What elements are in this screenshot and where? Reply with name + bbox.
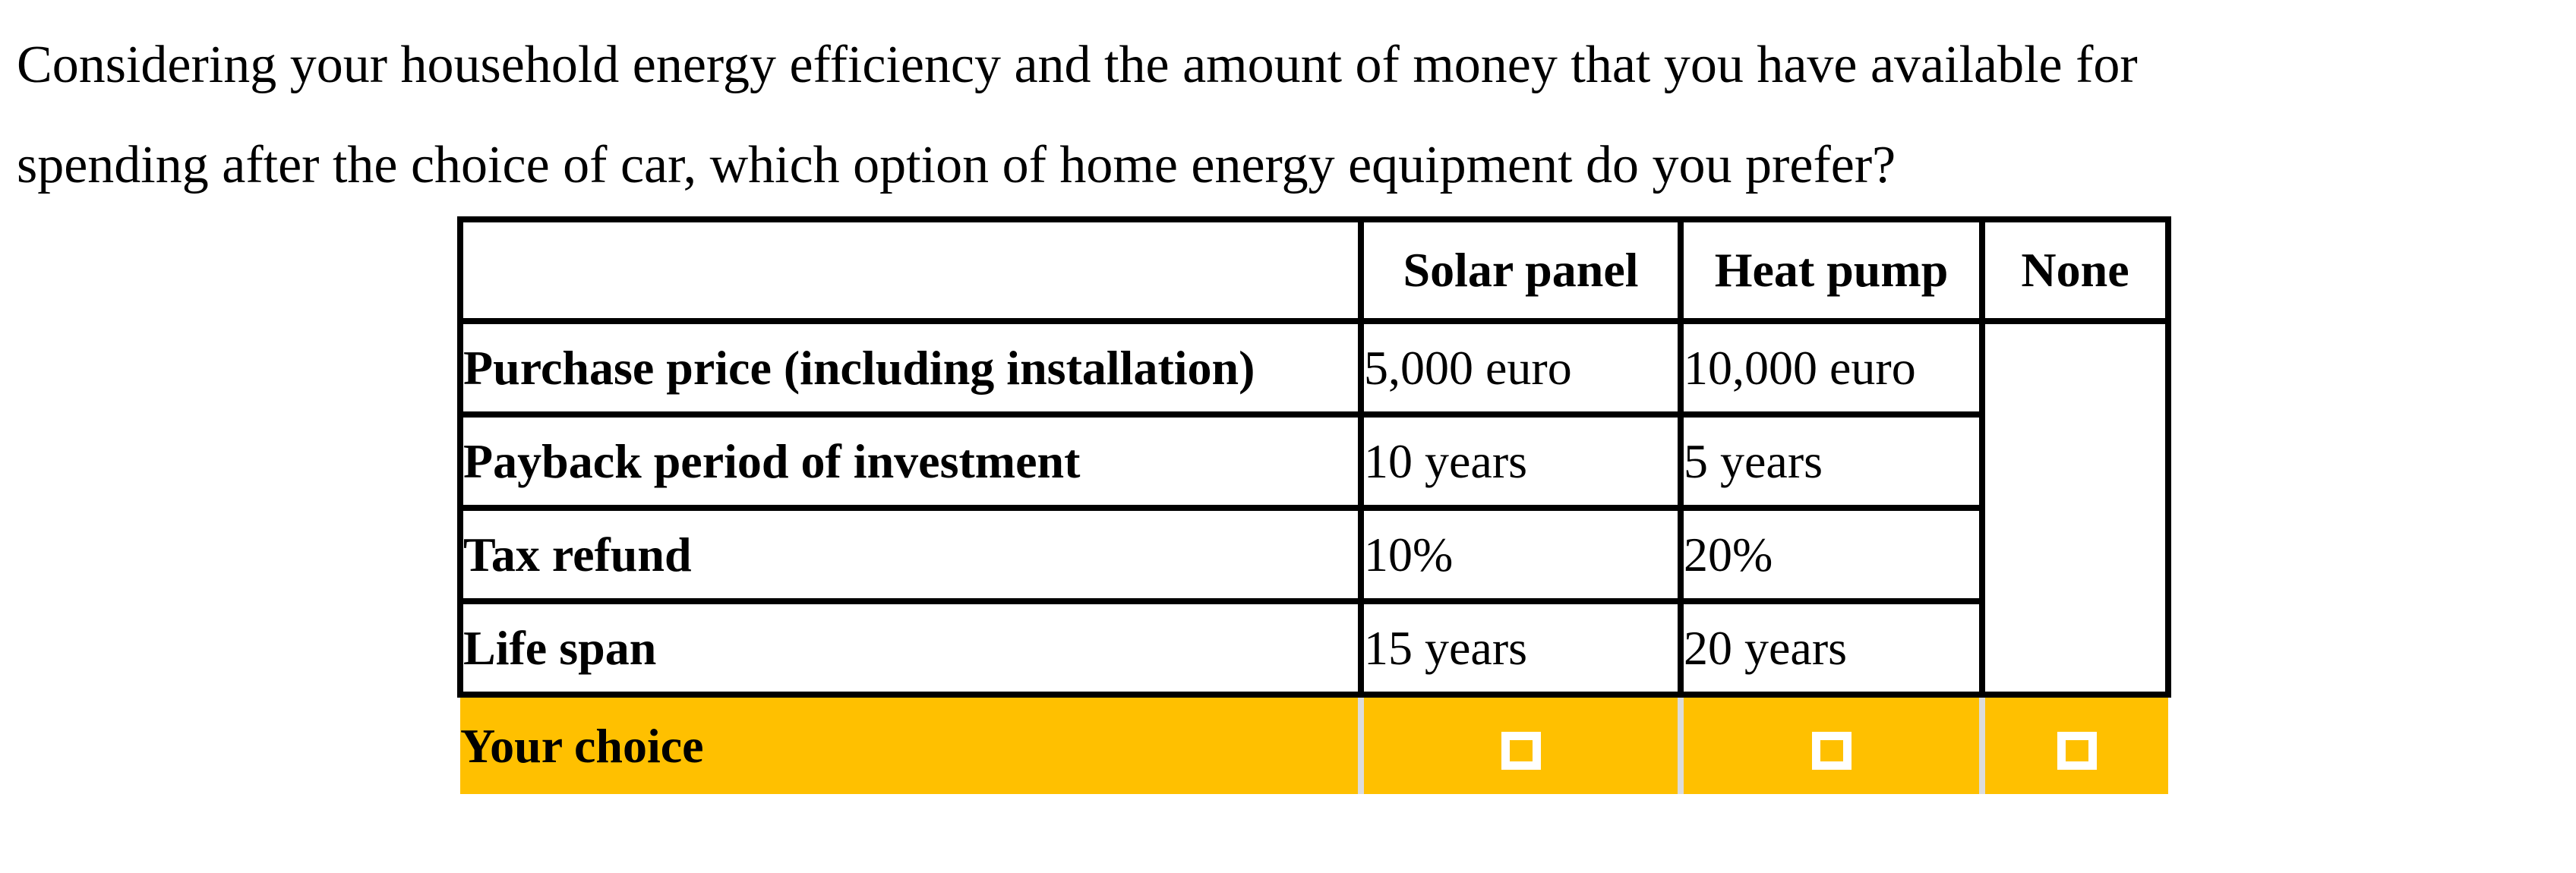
checkbox-icon-none[interactable]	[2057, 731, 2097, 770]
row-label-your-choice: Your choice	[460, 695, 1361, 794]
cell-payback-period-solar-panel: 10 years	[1358, 411, 1684, 511]
column-header-heat-pump: Heat pump	[1678, 216, 1985, 324]
table-row-purchase-price: Purchase price (including installation) …	[457, 318, 2171, 698]
question-text: Considering your household energy effici…	[17, 15, 2568, 216]
column-header-blank	[457, 216, 1364, 324]
none-column-empty-cell	[1979, 318, 2171, 698]
table-row-life-span: Life span 15 years 20 years	[457, 598, 2168, 698]
options-table-wrapper: Solar panel Heat pump None Purchase pric…	[457, 216, 2171, 794]
cell-payback-period-heat-pump: 5 years	[1678, 411, 1985, 511]
column-header-solar-panel: Solar panel	[1358, 216, 1684, 324]
cell-life-span-heat-pump: 20 years	[1678, 598, 1985, 698]
column-header-none: None	[1979, 216, 2171, 324]
home-energy-options-table: Solar panel Heat pump None Purchase pric…	[457, 216, 2171, 794]
choice-cell-heat-pump[interactable]	[1678, 695, 1982, 794]
your-choice-row: Your choice	[460, 695, 2168, 794]
cell-tax-refund-heat-pump: 20%	[1678, 505, 1985, 604]
row-label-tax-refund: Tax refund	[457, 505, 1364, 604]
choice-cell-solar-panel[interactable]	[1358, 695, 1681, 794]
cell-purchase-price-heat-pump: 10,000 euro	[1678, 318, 1985, 418]
cell-tax-refund-solar-panel: 10%	[1358, 505, 1684, 604]
question-line-1: Considering your household energy effici…	[17, 36, 2138, 94]
question-line-2: spending after the choice of car, which …	[17, 136, 1896, 194]
cell-life-span-solar-panel: 15 years	[1358, 598, 1684, 698]
row-label-purchase-price: Purchase price (including installation)	[457, 318, 1364, 418]
checkbox-icon-solar-panel[interactable]	[1501, 731, 1541, 770]
row-label-life-span: Life span	[457, 598, 1364, 698]
table-row-tax-refund: Tax refund 10% 20%	[457, 505, 2168, 604]
row-label-payback-period: Payback period of investment	[457, 411, 1364, 511]
cell-purchase-price-solar-panel: 5,000 euro	[1358, 318, 1684, 418]
header-row: Solar panel Heat pump None	[457, 216, 2171, 324]
checkbox-icon-heat-pump[interactable]	[1811, 731, 1852, 770]
choice-cell-none[interactable]	[1979, 695, 2168, 794]
table-row-payback-period: Payback period of investment 10 years 5 …	[457, 411, 2168, 511]
